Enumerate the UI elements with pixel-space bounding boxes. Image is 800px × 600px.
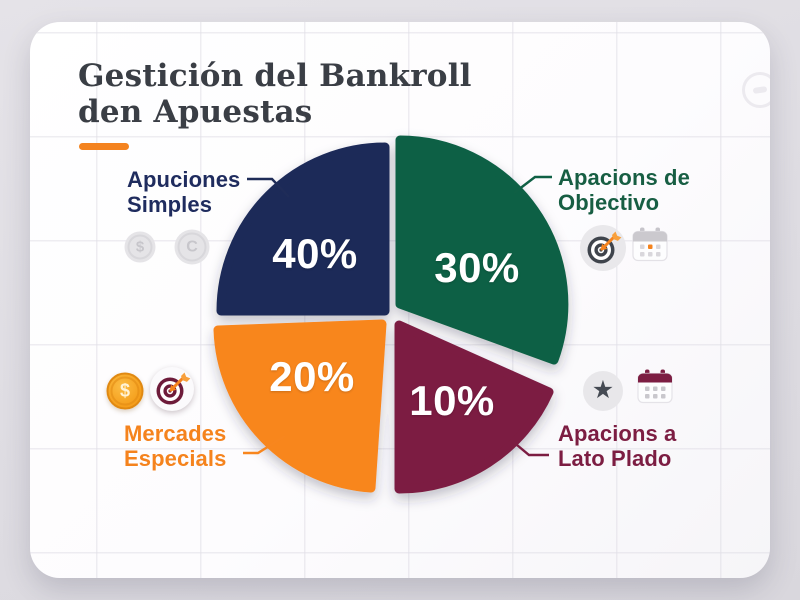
currency-glyph: C xyxy=(186,238,198,255)
legend-label-apuciones-simples: Apuciones Simples xyxy=(127,167,240,217)
legend-label-mercades-especials: Mercades Especials xyxy=(124,421,226,471)
legend-line: Apuciones xyxy=(127,167,241,192)
title-accent-underline xyxy=(79,143,129,150)
star-icon: ★ xyxy=(583,371,623,411)
calendar-maroon-graphic xyxy=(637,369,673,404)
page-title-line1: Gestición del Bankroll xyxy=(78,58,472,94)
target-dart-maroon-graphic xyxy=(156,372,191,405)
pie-segment-apacions-de-objectivo[interactable] xyxy=(395,135,569,365)
page-title: Gestición del Bankroll den Apuestas xyxy=(78,58,558,131)
coin-bar-shape xyxy=(752,86,768,94)
coin-dollar-gray-icon: $ xyxy=(124,231,156,263)
legend-label-apacions-de-objectivo: Apacions de Objectivo xyxy=(558,165,690,215)
legend-line: Apacions de xyxy=(558,165,690,190)
legend-line: Simples xyxy=(127,192,213,217)
legend-line: Objectivo xyxy=(558,190,660,215)
legend-line: Lato Plado xyxy=(558,446,672,471)
dollar-glyph: $ xyxy=(119,380,130,401)
dollar-glyph: $ xyxy=(135,238,145,256)
calendar-maroon-icon xyxy=(637,369,673,409)
target-dart-graphic xyxy=(587,231,622,264)
legend-line: Especials xyxy=(124,446,227,471)
legend-line: Mercades xyxy=(124,421,227,446)
legend-label-apacions-a-lato-plado: Apacions a Lato Plado xyxy=(558,421,676,471)
calendar-graphic xyxy=(632,227,668,262)
legend-line: Apacions a xyxy=(558,421,677,446)
coin-circle-icon xyxy=(742,72,770,108)
star-glyph: ★ xyxy=(591,375,615,404)
pie-segment-apacions-a-lato-plado[interactable] xyxy=(394,320,554,494)
target-dart-icon xyxy=(580,225,626,271)
coin-c-gray-icon: C xyxy=(174,229,210,265)
calendar-icon xyxy=(632,227,668,267)
coin-dollar-gold-icon: $ xyxy=(106,372,144,410)
target-dart-maroon-icon xyxy=(150,367,194,411)
page-title-line2: den Apuestas xyxy=(78,94,313,131)
